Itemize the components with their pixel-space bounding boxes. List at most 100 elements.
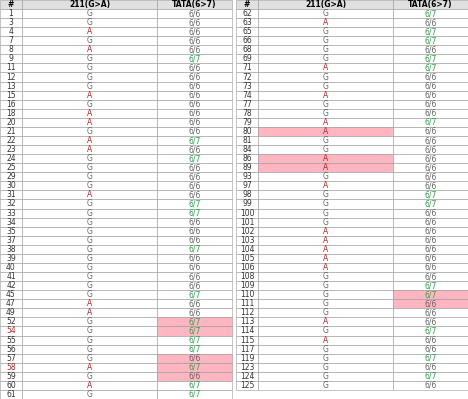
Bar	[236, 308, 258, 317]
Text: 6/6: 6/6	[424, 345, 437, 354]
Text: G: G	[87, 372, 93, 381]
Text: 22: 22	[6, 136, 16, 145]
Text: 6/6: 6/6	[424, 100, 437, 109]
Text: 6/7: 6/7	[188, 326, 201, 336]
Bar	[157, 326, 232, 336]
Bar	[393, 299, 468, 308]
Bar	[393, 381, 468, 390]
Text: 16: 16	[6, 100, 16, 109]
Text: 6/6: 6/6	[424, 18, 437, 27]
Text: G: G	[322, 81, 329, 91]
Text: 6/7: 6/7	[424, 190, 437, 200]
Bar	[22, 326, 157, 336]
Text: 6/7: 6/7	[424, 281, 437, 290]
Bar	[393, 81, 468, 91]
Text: A: A	[87, 363, 92, 372]
Bar	[393, 181, 468, 190]
Text: G: G	[87, 281, 93, 290]
Text: 109: 109	[240, 281, 254, 290]
Text: G: G	[87, 163, 93, 172]
Text: 69: 69	[242, 54, 252, 63]
Bar	[258, 336, 393, 345]
Bar	[236, 36, 258, 45]
Bar	[157, 127, 232, 136]
Text: G: G	[322, 190, 329, 200]
Text: G: G	[87, 290, 93, 299]
Text: 111: 111	[240, 299, 254, 308]
Text: 35: 35	[6, 227, 16, 236]
Text: A: A	[323, 127, 328, 136]
Bar	[157, 145, 232, 154]
Bar	[157, 190, 232, 200]
Text: G: G	[87, 390, 93, 399]
Text: G: G	[87, 127, 93, 136]
Bar	[22, 245, 157, 254]
Text: 15: 15	[6, 91, 16, 100]
Text: #: #	[8, 0, 14, 9]
Text: 6/6: 6/6	[188, 299, 201, 308]
Bar	[236, 127, 258, 136]
Bar	[236, 118, 258, 127]
Text: 6/6: 6/6	[424, 272, 437, 281]
Text: 6/7: 6/7	[188, 245, 201, 254]
Bar	[393, 308, 468, 317]
Text: 6/6: 6/6	[188, 63, 201, 73]
Text: 1: 1	[8, 9, 14, 18]
Bar	[258, 254, 393, 263]
Bar	[393, 317, 468, 326]
Bar	[0, 27, 22, 36]
Bar	[22, 127, 157, 136]
Bar	[0, 281, 22, 290]
Bar	[258, 381, 393, 390]
Bar	[393, 326, 468, 336]
Bar	[157, 54, 232, 63]
Text: 100: 100	[240, 209, 254, 217]
Bar	[157, 336, 232, 345]
Bar	[258, 272, 393, 281]
Bar	[22, 190, 157, 200]
Text: 6/6: 6/6	[188, 372, 201, 381]
Text: 6/7: 6/7	[188, 290, 201, 299]
Bar	[258, 100, 393, 109]
Text: 3: 3	[8, 18, 14, 27]
Bar	[0, 118, 22, 127]
Text: G: G	[322, 217, 329, 227]
Bar	[157, 254, 232, 263]
Text: 6/6: 6/6	[424, 145, 437, 154]
Text: 6/7: 6/7	[188, 200, 201, 209]
Bar	[393, 209, 468, 217]
Bar	[236, 181, 258, 190]
Bar	[157, 299, 232, 308]
Bar	[22, 181, 157, 190]
Bar	[0, 163, 22, 172]
Bar	[157, 45, 232, 54]
Text: 45: 45	[6, 290, 16, 299]
Text: 6/6: 6/6	[188, 254, 201, 263]
Bar	[393, 290, 468, 299]
Text: 99: 99	[242, 200, 252, 209]
Bar	[22, 54, 157, 63]
Bar	[236, 354, 258, 363]
Bar	[0, 145, 22, 154]
Bar	[393, 145, 468, 154]
Text: 6/7: 6/7	[424, 54, 437, 63]
Bar	[22, 0, 157, 9]
Bar	[393, 154, 468, 163]
Text: 8: 8	[8, 45, 14, 54]
Text: 6/7: 6/7	[188, 318, 201, 326]
Text: 32: 32	[6, 200, 16, 209]
Bar	[393, 127, 468, 136]
Bar	[157, 154, 232, 163]
Bar	[22, 254, 157, 263]
Text: G: G	[322, 372, 329, 381]
Bar	[258, 145, 393, 154]
Bar	[0, 217, 22, 227]
Text: G: G	[87, 154, 93, 163]
Text: G: G	[87, 200, 93, 209]
Bar	[0, 0, 22, 9]
Text: 123: 123	[240, 363, 254, 372]
Bar	[258, 326, 393, 336]
Text: 6/6: 6/6	[424, 227, 437, 236]
Text: 106: 106	[240, 263, 254, 272]
Bar	[393, 91, 468, 100]
